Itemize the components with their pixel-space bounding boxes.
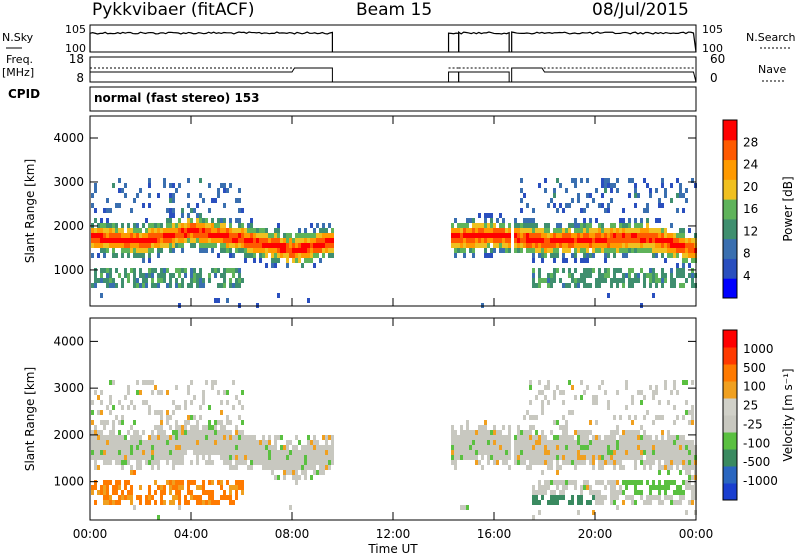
freq-series-segment xyxy=(511,67,697,83)
velocity-colorbar-tick-label: 1000 xyxy=(743,342,774,356)
velocity-colorbar-swatch xyxy=(723,449,737,467)
freq-series-segment xyxy=(458,71,510,82)
velocity-colorbar-swatch xyxy=(723,330,737,348)
power-heatmap-ytick-label: 4000 xyxy=(53,131,84,145)
power-colorbar-tick-label: 12 xyxy=(743,224,758,238)
power-colorbar-frame xyxy=(722,119,738,299)
noise-series-segment xyxy=(89,31,333,52)
velocity-heatmap-cells xyxy=(91,380,697,520)
velocity-colorbar-tick-label: -25 xyxy=(743,417,763,431)
power-colorbar-swatch xyxy=(723,258,737,279)
power-heatmap-ylabel: Slant Range [km] xyxy=(23,159,37,263)
time-tick-label: 20:00 xyxy=(578,527,613,541)
time-tick-label: 12:00 xyxy=(376,527,411,541)
power-colorbar-swatch xyxy=(723,159,737,180)
velocity-colorbar-frame xyxy=(722,329,738,501)
time-tick-label: 16:00 xyxy=(477,527,512,541)
velocity-colorbar-tick-label: -500 xyxy=(743,455,770,469)
time-tick-label: 00:00 xyxy=(73,527,108,541)
power-colorbar-tick-label: 8 xyxy=(743,247,751,261)
velocity-colorbar-swatch xyxy=(723,364,737,382)
noise-right-tick: 105 xyxy=(702,23,723,36)
freq-series-segment xyxy=(448,71,460,82)
time-tick-label: 00:00 xyxy=(679,527,714,541)
power-colorbar-tick-label: 20 xyxy=(743,180,758,194)
cpid-label: CPID xyxy=(8,87,41,101)
velocity-colorbar-swatch xyxy=(723,466,737,484)
cpid-panel-frame xyxy=(89,86,697,112)
velocity-colorbar-swatch xyxy=(723,483,737,501)
freq-series-segment xyxy=(89,67,333,82)
power-colorbar-swatch xyxy=(723,139,737,161)
velocity-colorbar-tick-label: 100 xyxy=(743,380,766,394)
cpid-mode-text: normal (fast stereo) 153 xyxy=(94,91,260,105)
power-colorbar-label: Power [dB] xyxy=(781,176,795,241)
power-colorbar-swatch xyxy=(723,238,737,259)
time-tick-label: 04:00 xyxy=(174,527,209,541)
velocity-heatmap-ytick-label: 1000 xyxy=(53,475,84,489)
power-heatmap-ytick-label: 1000 xyxy=(53,263,84,277)
noise-series-segment xyxy=(511,31,697,53)
noise-panel-frame xyxy=(89,24,697,53)
date-title: 08/Jul/2015 xyxy=(592,0,689,20)
freq-panel-frame xyxy=(89,56,697,83)
noise-series-segment xyxy=(447,32,460,52)
velocity-heatmap-ylabel: Slant Range [km] xyxy=(23,367,37,471)
nave-right-tick: 60 xyxy=(710,52,725,66)
beam-title: Beam 15 xyxy=(356,0,433,20)
power-heatmap-ytick-label: 3000 xyxy=(53,175,84,189)
power-heatmap-cells xyxy=(91,178,697,308)
freq-label: Freq. xyxy=(6,53,34,66)
time-axis-label: Time UT xyxy=(367,542,418,554)
velocity-heatmap-ytick-label: 2000 xyxy=(53,428,84,442)
velocity-colorbar-swatch xyxy=(723,415,737,433)
noise-left-tick: 100 xyxy=(65,42,86,55)
nsearch-label: N.Search xyxy=(746,31,796,44)
velocity-colorbar-tick-label: 25 xyxy=(743,399,758,413)
velocity-colorbar-swatch xyxy=(723,347,737,365)
velocity-heatmap-ytick-label: 3000 xyxy=(53,381,84,395)
time-tick-label: 08:00 xyxy=(275,527,310,541)
freq-left-tick: 8 xyxy=(76,71,84,85)
velocity-colorbar-tick-label: 500 xyxy=(743,361,766,375)
power-colorbar-swatch xyxy=(723,179,737,200)
noise-left-tick: 105 xyxy=(65,23,86,36)
noise-series-segment xyxy=(458,31,510,52)
velocity-colorbar-label: Velocity [m s⁻¹] xyxy=(781,368,795,461)
power-colorbar-tick-label: 24 xyxy=(743,158,758,172)
power-colorbar-tick-label: 28 xyxy=(743,135,758,149)
velocity-colorbar-tick-label: -1000 xyxy=(743,474,778,488)
velocity-colorbar-swatch xyxy=(723,398,737,416)
power-colorbar-tick-label: 4 xyxy=(743,269,751,283)
noise-right-tick: 100 xyxy=(702,42,723,55)
power-heatmap-ytick-label: 2000 xyxy=(53,219,84,233)
freq-left-tick: 18 xyxy=(69,52,84,66)
power-colorbar-swatch xyxy=(723,199,737,220)
freq-unit-label: [MHz] xyxy=(2,66,35,79)
nsky-label: N.Sky xyxy=(2,31,34,44)
velocity-colorbar-swatch xyxy=(723,432,737,450)
power-colorbar-swatch xyxy=(723,278,737,299)
power-colorbar-swatch xyxy=(723,120,737,141)
station-title: Pykkvibaer (fitACF) xyxy=(92,0,255,20)
power-colorbar-tick-label: 16 xyxy=(743,202,758,216)
velocity-heatmap-ytick-label: 4000 xyxy=(53,334,84,348)
power-colorbar-swatch xyxy=(723,218,737,240)
velocity-colorbar-tick-label: -100 xyxy=(743,436,770,450)
nave-right-tick: 0 xyxy=(710,71,718,85)
nave-label: Nave xyxy=(758,63,787,76)
velocity-colorbar-swatch xyxy=(723,381,737,399)
